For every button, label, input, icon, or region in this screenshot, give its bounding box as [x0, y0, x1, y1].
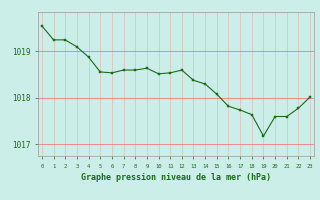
X-axis label: Graphe pression niveau de la mer (hPa): Graphe pression niveau de la mer (hPa)	[81, 173, 271, 182]
